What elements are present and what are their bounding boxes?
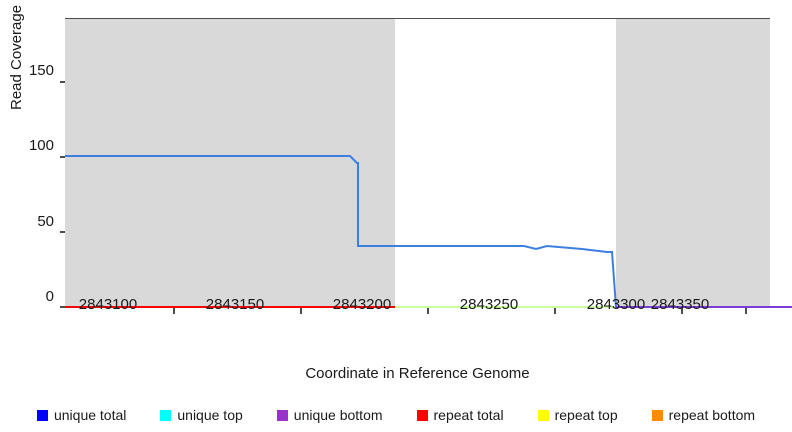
unique-bottom-line[interactable] [616,42,792,307]
x-gridline-2843100 [173,307,175,314]
legend-item-unique-bottom[interactable]: unique bottom [277,407,383,423]
legend-label-repeat-bottom: repeat bottom [669,407,755,423]
y-tick-0: 0 [14,288,54,305]
plot-area [65,18,770,306]
legend-label-unique-total: unique total [54,407,126,423]
x-axis-title: Coordinate in Reference Genome [65,365,770,382]
legend-label-unique-top: unique top [177,407,242,423]
y-tick-150: 150 [14,62,54,79]
unique-total-line[interactable] [65,156,792,307]
legend-label-repeat-total: repeat total [434,407,504,423]
x-tick-2843200: 2843200 [327,296,397,313]
legend-label-repeat-top: repeat top [555,407,618,423]
repeat-top-swatch-icon [538,410,549,421]
x-tick-2843150: 2843150 [200,296,270,313]
legend-item-repeat-bottom[interactable]: repeat bottom [652,407,755,423]
unique-top-swatch-icon [160,410,171,421]
unique-total-swatch-icon [37,410,48,421]
x-gridline-2843250 [554,307,556,314]
unique-bottom-swatch-icon [277,410,288,421]
repeat-bottom-swatch-icon [652,410,663,421]
x-tick-2843350: 2843350 [645,296,715,313]
x-gridline-2843350 [745,307,747,314]
legend-item-repeat-total[interactable]: repeat total [417,407,504,423]
x-tick-2843100: 2843100 [73,296,143,313]
y-tick-100: 100 [14,137,54,154]
y-tick-50: 50 [14,213,54,230]
legend-item-unique-total[interactable]: unique total [37,407,126,423]
y-axis-title: Read Coverage Depth [8,0,25,110]
repeat-total-swatch-icon [417,410,428,421]
x-tick-2843300: 2843300 [581,296,651,313]
coverage-lines-svg [65,19,770,307]
chart-legend: unique total unique top unique bottom re… [0,400,792,430]
x-gridline-2843200 [427,307,429,314]
legend-label-unique-bottom: unique bottom [294,407,383,423]
genome-coverage-chart: Read Coverage Depth Coordinate in Refere… [0,0,792,432]
x-gridline-2843150 [300,307,302,314]
x-tick-2843250: 2843250 [454,296,524,313]
legend-item-unique-top[interactable]: unique top [160,407,242,423]
legend-item-repeat-top[interactable]: repeat top [538,407,618,423]
